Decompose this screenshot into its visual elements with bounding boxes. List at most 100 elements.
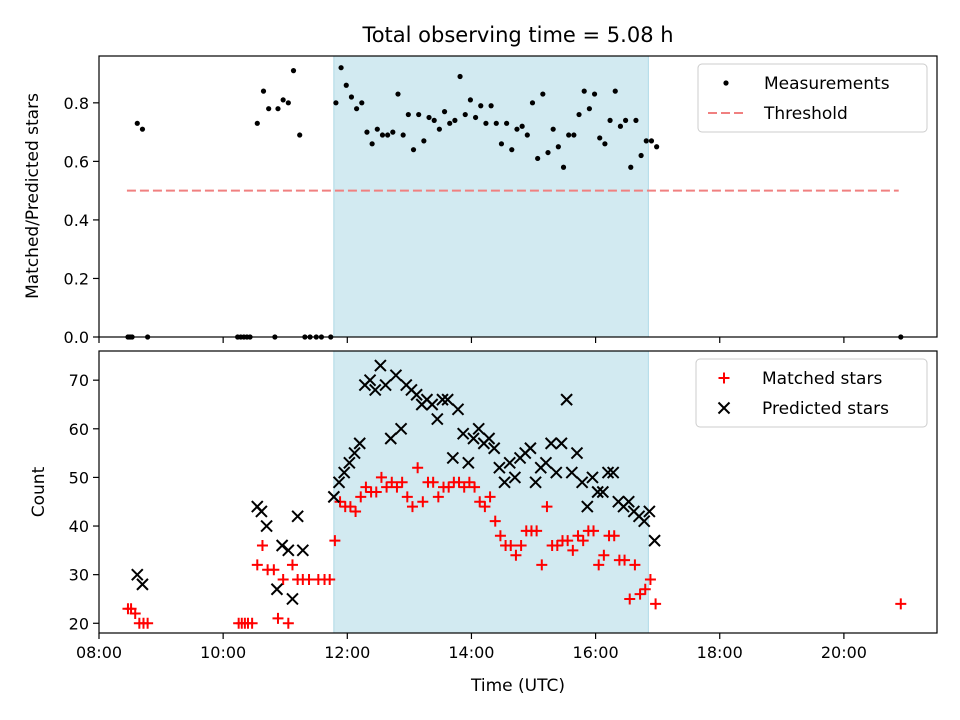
- measurement-point: [643, 138, 649, 144]
- predicted-star-point: [296, 544, 310, 557]
- matched-star-point: [484, 491, 496, 503]
- matched-star-point: [474, 496, 486, 508]
- measurement-point: [540, 91, 546, 97]
- predicted-star-point: [456, 427, 470, 440]
- matched-star-point: [427, 476, 439, 488]
- matched-star-point: [370, 486, 382, 498]
- matched-star-point: [629, 559, 641, 571]
- predicted-star-point: [374, 359, 387, 372]
- x-tick-label: 14:00: [448, 643, 494, 662]
- measurement-point: [447, 120, 453, 126]
- measurement-point: [280, 97, 286, 103]
- x-tick-label: 10:00: [200, 643, 246, 662]
- axes-frame: [98, 350, 938, 634]
- x-axis-label: Time (UTC): [470, 676, 565, 696]
- measurement-point: [581, 88, 587, 94]
- predicted-star-point: [648, 534, 661, 547]
- measurement-point: [359, 100, 365, 106]
- measurement-point: [504, 120, 510, 126]
- measurement-point: [550, 126, 556, 132]
- matched-star-point: [412, 462, 424, 474]
- measurement-point: [560, 164, 567, 170]
- predicted-star-point: [498, 476, 511, 489]
- predicted-star-point: [643, 505, 656, 518]
- y-tick-label: 60: [69, 420, 89, 439]
- predicted-star-point: [467, 432, 480, 445]
- matched-star-point: [644, 574, 656, 586]
- matched-star-point: [536, 559, 548, 571]
- measurement-point: [385, 132, 391, 138]
- measurement-point: [441, 109, 448, 115]
- measurement-point: [374, 126, 380, 132]
- y-tick-label: 40: [69, 517, 89, 536]
- predicted-star-point: [555, 437, 568, 450]
- measurement-point: [535, 155, 541, 162]
- predicted-star-point: [570, 446, 584, 460]
- predicted-star-point: [270, 583, 284, 596]
- predicted-star-point: [591, 485, 604, 499]
- measurement-point: [617, 123, 624, 129]
- axes-frame: [98, 55, 938, 338]
- predicted-star-point: [255, 505, 268, 518]
- matched-star-point: [272, 612, 284, 624]
- observing-window-shade: [333, 55, 649, 338]
- predicted-star-point: [544, 437, 558, 450]
- bottom-y-axis-label: Count: [29, 466, 49, 517]
- legend: Matched stars Predicted stars: [695, 358, 928, 428]
- matched-star-point: [515, 539, 527, 551]
- predicted-star-point: [389, 369, 403, 382]
- measurement-point: [467, 97, 474, 103]
- measurement-point: [628, 164, 634, 170]
- measurement-point: [462, 111, 468, 118]
- measurement-point: [348, 94, 355, 100]
- matched-star-point: [386, 476, 398, 488]
- matched-star-point: [277, 574, 289, 586]
- matched-star-point: [494, 530, 506, 542]
- predicted-star-point: [622, 495, 635, 508]
- predicted-star-point: [384, 432, 397, 445]
- matched-star-point: [608, 530, 620, 542]
- matched-star-point: [562, 535, 574, 547]
- matched-star-point: [381, 481, 393, 493]
- measurement-point: [395, 91, 401, 97]
- predicted-star-point: [586, 471, 599, 484]
- matched-star-point: [129, 608, 141, 620]
- measurement-point: [638, 152, 644, 159]
- measurement-point: [723, 80, 729, 86]
- predicted-star-point: [482, 432, 496, 445]
- measurement-point: [483, 120, 489, 126]
- y-tick-label: 70: [69, 371, 89, 390]
- measurement-point: [566, 132, 572, 138]
- matched-star-point: [417, 496, 429, 508]
- y-tick-label: 30: [69, 566, 89, 585]
- matched-star-point: [303, 574, 315, 586]
- measurement-point: [290, 68, 297, 74]
- predicted-star-point: [363, 373, 377, 387]
- predicted-star-point: [431, 412, 444, 426]
- measurement-point: [260, 88, 267, 94]
- matched-star-point: [505, 539, 517, 551]
- measurement-point: [379, 132, 386, 138]
- predicted-star-point: [291, 510, 304, 523]
- legend-box: [697, 63, 928, 133]
- matched-star-point: [593, 559, 605, 571]
- y-tick-label: 0.4: [64, 211, 89, 230]
- measurement-point: [390, 129, 396, 135]
- predicted-star-point: [601, 466, 615, 479]
- predicted-star-point: [353, 437, 366, 450]
- measurement-point: [488, 103, 494, 109]
- measurement-point: [285, 100, 291, 106]
- measurement-point: [364, 129, 370, 135]
- predicted-star-point: [286, 592, 299, 606]
- measurement-point: [400, 132, 406, 138]
- y-tick-label: 0.2: [64, 269, 89, 288]
- matched-star-point: [463, 476, 475, 488]
- measurement-point: [343, 82, 349, 88]
- measurement-point: [338, 65, 344, 71]
- matched-star-point: [282, 617, 294, 629]
- matched-star-point: [360, 481, 372, 493]
- measurement-point: [524, 132, 530, 138]
- predicted-star-point: [348, 446, 361, 460]
- matched-star-point: [588, 525, 600, 537]
- predicted-star-point: [337, 466, 351, 479]
